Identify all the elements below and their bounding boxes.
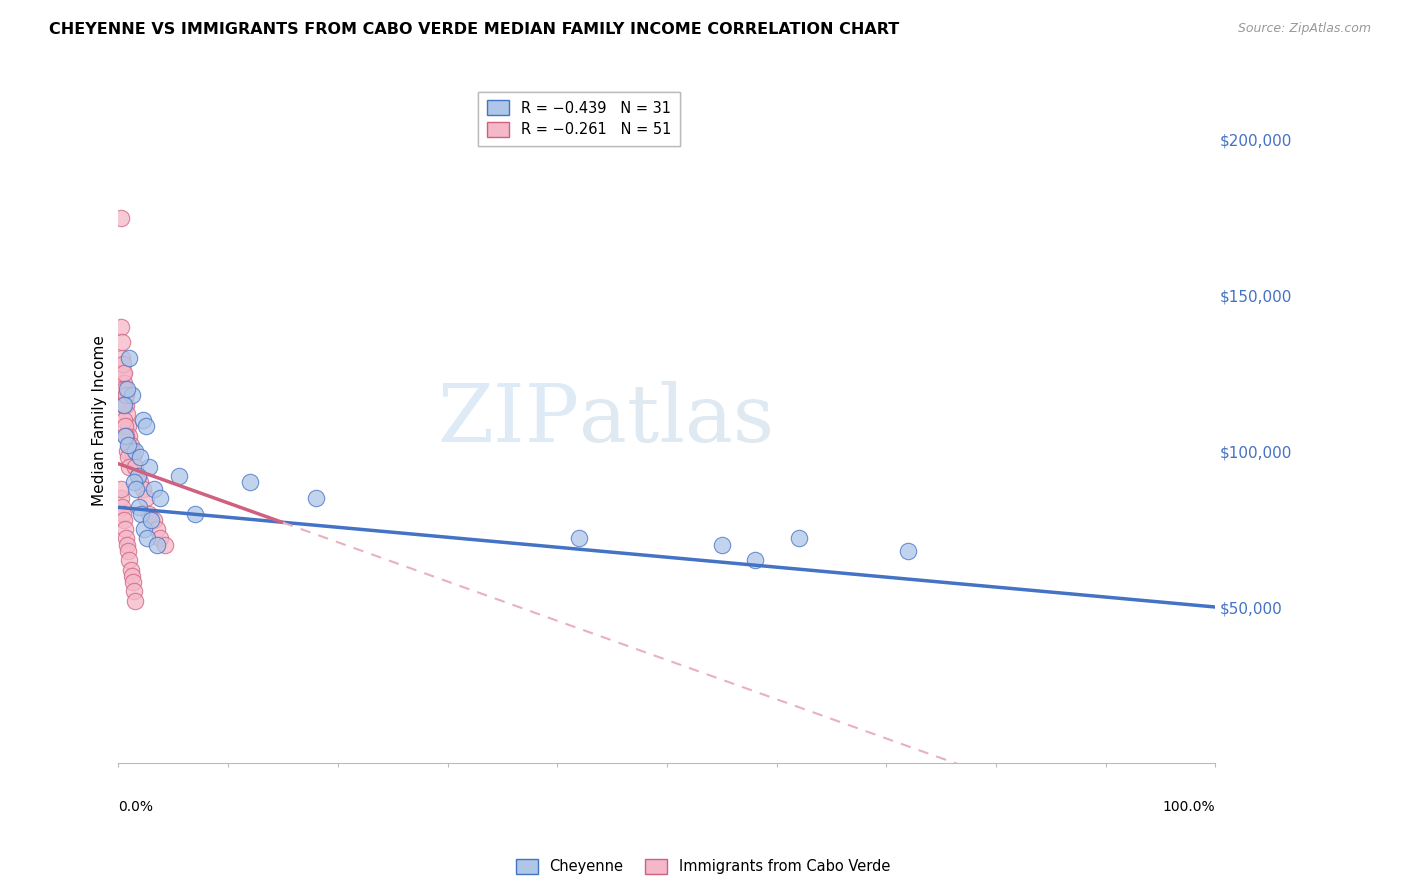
Point — [111, 398, 134, 412]
Point — [115, 428, 138, 442]
Point — [127, 469, 149, 483]
Point — [149, 491, 172, 505]
Text: ZIP: ZIP — [437, 381, 579, 459]
Point — [135, 419, 157, 434]
Point — [897, 544, 920, 558]
Point — [118, 553, 141, 567]
Point — [124, 444, 146, 458]
Point — [149, 532, 172, 546]
Point — [787, 532, 810, 546]
Point — [153, 538, 176, 552]
Point — [115, 444, 138, 458]
Point — [111, 507, 134, 521]
Point — [111, 367, 134, 381]
Point — [118, 428, 141, 442]
Text: CHEYENNE VS IMMIGRANTS FROM CABO VERDE MEDIAN FAMILY INCOME CORRELATION CHART: CHEYENNE VS IMMIGRANTS FROM CABO VERDE M… — [49, 22, 900, 37]
Point — [115, 388, 138, 402]
Point — [111, 382, 134, 396]
Point — [129, 450, 152, 465]
Point — [114, 419, 136, 434]
Point — [114, 428, 136, 442]
Point — [131, 413, 153, 427]
Point — [167, 469, 190, 483]
Point — [121, 388, 143, 402]
Point — [115, 407, 138, 421]
Point — [138, 507, 160, 521]
Point — [110, 211, 132, 225]
Point — [121, 444, 143, 458]
Point — [122, 475, 145, 490]
Point — [146, 522, 169, 536]
Text: 0.0%: 0.0% — [118, 800, 153, 814]
Point — [111, 500, 134, 515]
Point — [114, 388, 136, 402]
Point — [122, 584, 145, 599]
Point — [131, 482, 153, 496]
Point — [120, 438, 142, 452]
Point — [124, 459, 146, 474]
Point — [127, 469, 149, 483]
Point — [135, 491, 157, 505]
Point — [117, 450, 139, 465]
Point — [110, 482, 132, 496]
Point — [112, 376, 135, 390]
Point — [239, 475, 262, 490]
Point — [112, 367, 135, 381]
Point — [111, 335, 134, 350]
Point — [112, 398, 135, 412]
Point — [128, 500, 150, 515]
Point — [710, 538, 733, 552]
Point — [111, 351, 134, 365]
Point — [744, 553, 766, 567]
Point — [568, 532, 591, 546]
Point — [138, 459, 160, 474]
Point — [110, 319, 132, 334]
Point — [114, 522, 136, 536]
Point — [142, 513, 165, 527]
Point — [115, 382, 138, 396]
Point — [142, 482, 165, 496]
Y-axis label: Median Family Income: Median Family Income — [93, 334, 107, 506]
Point — [121, 450, 143, 465]
Point — [118, 459, 141, 474]
Point — [131, 507, 153, 521]
Legend: R = −0.439   N = 31, R = −0.261   N = 51: R = −0.439 N = 31, R = −0.261 N = 51 — [478, 92, 681, 145]
Point — [115, 398, 138, 412]
Point — [121, 569, 143, 583]
Point — [136, 532, 159, 546]
Point — [125, 482, 148, 496]
Point — [132, 522, 155, 536]
Point — [120, 563, 142, 577]
Point — [305, 491, 328, 505]
Point — [118, 351, 141, 365]
Point — [114, 382, 136, 396]
Legend: Cheyenne, Immigrants from Cabo Verde: Cheyenne, Immigrants from Cabo Verde — [510, 853, 896, 880]
Text: Source: ZipAtlas.com: Source: ZipAtlas.com — [1237, 22, 1371, 36]
Point — [111, 357, 134, 371]
Point — [141, 513, 163, 527]
Point — [124, 594, 146, 608]
Point — [112, 513, 135, 527]
Point — [117, 544, 139, 558]
Point — [117, 438, 139, 452]
Point — [146, 538, 169, 552]
Point — [121, 575, 143, 590]
Point — [110, 491, 132, 505]
Text: 100.0%: 100.0% — [1163, 800, 1215, 814]
Point — [115, 532, 138, 546]
Text: atlas: atlas — [579, 381, 775, 459]
Point — [129, 475, 152, 490]
Point — [112, 413, 135, 427]
Point — [184, 507, 207, 521]
Point — [117, 419, 139, 434]
Point — [115, 538, 138, 552]
